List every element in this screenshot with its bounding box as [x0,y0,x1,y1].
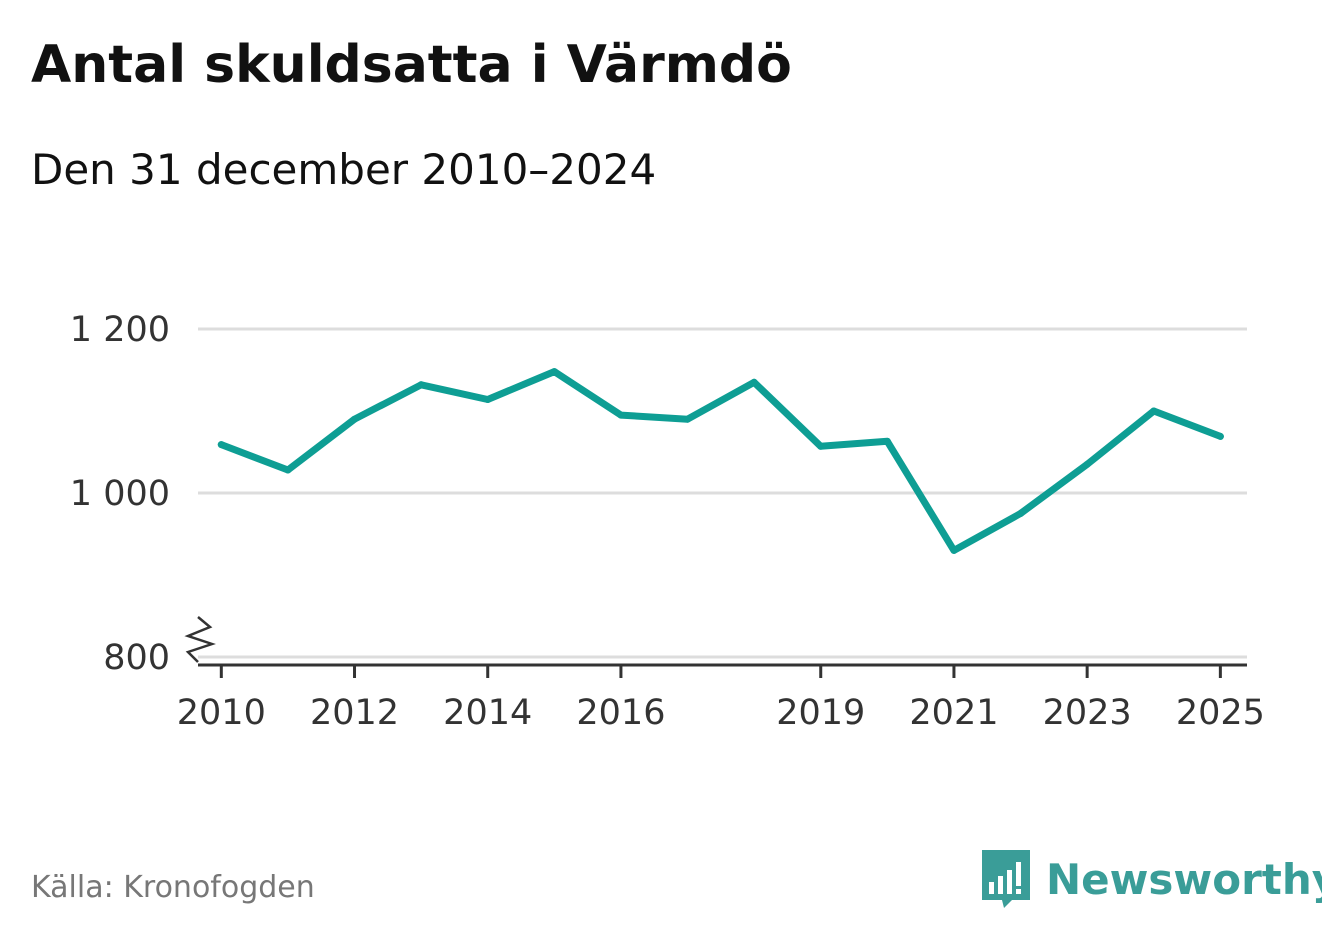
y-tick-label-1: 1 000 [70,474,170,514]
data-point-11 [950,546,958,554]
data-point-12 [1017,510,1025,517]
series-line-0 [217,368,1224,554]
chart-subtitle: Den 31 december 2010–2024 [31,145,657,194]
data-point-3 [417,381,425,389]
x-tick-label-7: 2025 [1176,693,1265,733]
y-tick-label-2: 1 200 [70,310,170,350]
y-tick-label-0: 800 [103,638,170,678]
data-point-2 [351,415,359,423]
data-point-4 [484,396,492,404]
newsworthy-logo: Newsworthy [980,848,1322,910]
x-tick-label-1: 2012 [310,693,399,733]
y-axis-break-marker [184,616,216,663]
x-tick-label-4: 2019 [776,693,865,733]
data-point-7 [684,415,692,423]
x-tick-label-2: 2014 [443,693,532,733]
data-point-0 [217,441,225,449]
bar-chart-speech-icon [982,850,1030,908]
data-point-10 [883,437,891,445]
x-tick-label-0: 2010 [177,693,266,733]
data-point-15 [1216,432,1224,440]
x-tick-label-6: 2023 [1043,693,1132,733]
data-point-13 [1083,460,1091,468]
chart-title: Antal skuldsatta i Värmdö [31,35,792,95]
data-point-9 [817,442,825,450]
x-axis-ticks: 2010 2012 2014 2016 2019 2021 2023 2025 [177,665,1265,733]
brand-name: Newsworthy [1046,854,1322,904]
data-point-6 [617,411,625,419]
gridlines [198,327,1247,659]
x-tick-label-3: 2016 [576,693,665,733]
series-layer [217,368,1224,554]
source-note: Källa: Kronofogden [31,870,315,905]
data-point-8 [750,378,758,386]
x-tick-label-5: 2021 [909,693,998,733]
data-point-14 [1150,407,1158,415]
data-point-1 [284,466,292,474]
data-point-5 [550,368,558,376]
x-axis [184,616,1247,667]
y-axis-ticks: 800 1 000 1 200 [70,310,170,678]
